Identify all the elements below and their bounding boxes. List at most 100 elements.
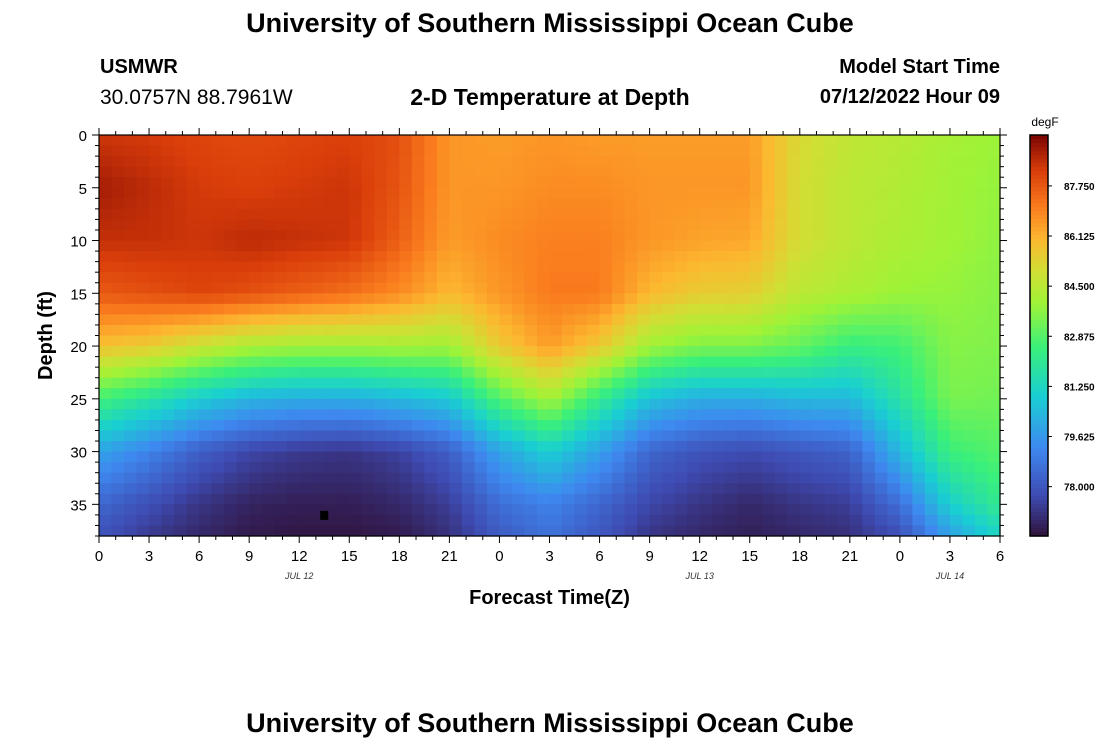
heatmap-cell (937, 409, 951, 421)
heatmap-cell (174, 240, 188, 252)
heatmap-cell (987, 177, 1001, 189)
heatmap-cell (386, 208, 400, 221)
heatmap-cell (361, 430, 375, 442)
heatmap-cell (624, 367, 638, 379)
heatmap-cell (562, 356, 576, 368)
colorbar-segment (1030, 311, 1048, 317)
heatmap-cell (111, 198, 125, 210)
heatmap-cell (424, 472, 438, 484)
heatmap-cell (562, 177, 576, 189)
heatmap-cell (612, 324, 626, 337)
heatmap-cell (411, 293, 425, 305)
heatmap-cell (336, 303, 350, 315)
heatmap-cell (311, 504, 325, 516)
heatmap-cell (974, 282, 989, 294)
heatmap-cell (637, 251, 651, 263)
heatmap-cell (824, 156, 838, 168)
heatmap-cell (962, 398, 976, 410)
heatmap-cell (962, 229, 976, 242)
heatmap-cell (637, 409, 651, 421)
heatmap-cell (149, 514, 163, 527)
heatmap-cell (787, 483, 801, 495)
heatmap-cell (411, 462, 425, 474)
heatmap-cell (99, 314, 113, 326)
heatmap-cell (837, 388, 851, 400)
heatmap-cell (311, 525, 325, 537)
heatmap-cell (699, 303, 713, 315)
heatmap-cell (149, 419, 163, 432)
heatmap-cell (236, 261, 250, 273)
colorbar-segment (1030, 151, 1048, 156)
heatmap-cell (624, 346, 638, 358)
heatmap-cell (962, 514, 976, 527)
heatmap-cell (411, 514, 425, 527)
heatmap-cell (336, 493, 350, 505)
heatmap-cell (899, 356, 913, 368)
heatmap-cell (311, 419, 325, 432)
heatmap-cell (924, 483, 939, 495)
heatmap-cell (474, 525, 488, 537)
heatmap-cell (261, 219, 275, 231)
heatmap-cell (974, 314, 989, 326)
heatmap-cell (236, 135, 250, 147)
heatmap-cell (637, 187, 651, 199)
colorbar-segment (1030, 383, 1048, 389)
heatmap-cell (574, 356, 588, 368)
heatmap-cell (224, 514, 238, 527)
heatmap-cell (562, 187, 576, 199)
heatmap-cell (336, 335, 350, 347)
heatmap-cell (637, 514, 651, 527)
heatmap-cell (436, 240, 450, 252)
heatmap-cell (261, 208, 275, 221)
heatmap-cell (349, 261, 363, 273)
heatmap-cell (524, 240, 538, 252)
heatmap-cell (524, 208, 538, 221)
heatmap-cell (199, 282, 213, 294)
heatmap-cell (712, 441, 726, 453)
heatmap-cell (461, 388, 476, 400)
heatmap-cell (874, 187, 888, 199)
heatmap-cell (799, 525, 813, 537)
heatmap-cell (637, 462, 651, 474)
heatmap-cell (374, 504, 388, 516)
heatmap-cell (311, 451, 325, 463)
heatmap-cell (411, 504, 425, 516)
heatmap-cell (662, 430, 676, 442)
heatmap-cell (136, 525, 150, 537)
heatmap-cell (386, 314, 400, 326)
heatmap-cell (274, 441, 288, 453)
heatmap-cell (824, 525, 838, 537)
heatmap-cell (937, 398, 951, 410)
heatmap-cell (449, 293, 463, 305)
heatmap-cell (949, 324, 964, 337)
heatmap-cell (186, 145, 200, 157)
heatmap-cell (386, 525, 400, 537)
heatmap-cell (887, 346, 901, 358)
heatmap-cell (899, 303, 913, 315)
colorbar-tick-label: 78.000 (1064, 483, 1095, 494)
heatmap-cell (436, 409, 450, 421)
heatmap-cell (99, 356, 113, 368)
heatmap-cell (236, 156, 250, 168)
heatmap-cell (574, 504, 588, 516)
heatmap-cell (286, 451, 300, 463)
heatmap-cell (699, 282, 713, 294)
heatmap-cell (349, 240, 363, 252)
heatmap-cell (649, 314, 663, 326)
heatmap-cell (499, 430, 513, 442)
heatmap-cell (374, 377, 388, 389)
heatmap-cell (249, 156, 263, 168)
heatmap-cell (486, 272, 501, 284)
heatmap-cell (774, 346, 788, 358)
heatmap-cell (637, 441, 651, 453)
heatmap-cell (662, 187, 676, 199)
heatmap-cell (361, 145, 375, 157)
heatmap-cell (574, 145, 588, 157)
heatmap-cell (924, 377, 939, 389)
heatmap-cell (536, 367, 551, 379)
heatmap-cell (336, 388, 350, 400)
heatmap-cell (299, 282, 313, 294)
heatmap-cell (399, 335, 413, 347)
heatmap-cell (474, 314, 488, 326)
heatmap-cell (424, 388, 438, 400)
